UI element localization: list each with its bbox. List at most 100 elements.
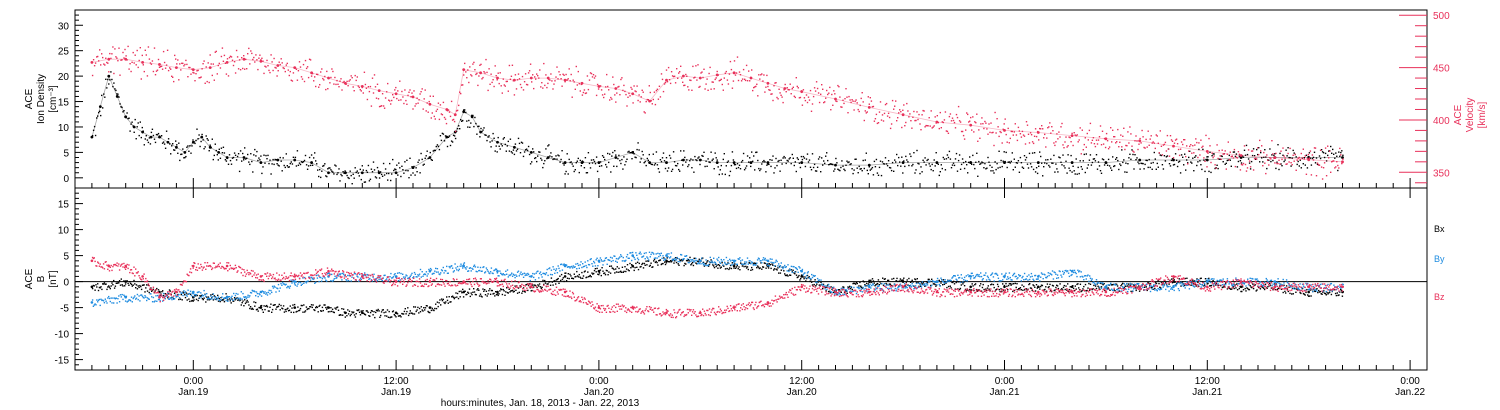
data-point [833,90,835,92]
data-point [296,285,298,287]
data-point [290,279,292,281]
data-point [635,156,637,159]
data-point [802,155,805,158]
data-point [536,286,538,289]
data-point [1027,167,1030,169]
data-point [326,175,328,178]
data-point [596,267,598,270]
data-point [843,102,845,105]
data-point [332,311,335,313]
data-point [676,68,678,70]
data-point [190,294,193,297]
data-point [358,311,361,313]
data-point [1074,285,1076,287]
data-point [654,162,657,165]
data-point [1104,289,1106,292]
data-point [190,152,192,154]
data-point [912,116,914,118]
data-point [160,65,163,67]
data-marker [749,161,753,164]
data-point [1286,155,1288,157]
data-point [782,101,784,104]
data-point [157,294,159,297]
data-point [469,267,471,269]
data-point [520,271,522,273]
data-point [1290,162,1292,164]
data-point [367,86,370,88]
data-point [131,285,133,287]
data-point [1302,292,1305,295]
data-point [155,295,157,297]
data-point [963,285,966,287]
data-point [1102,284,1104,286]
data-point [303,304,305,306]
data-point [1161,164,1164,166]
data-marker [597,85,601,88]
data-point [1176,165,1179,168]
data-point [693,257,695,260]
data-point [304,311,306,313]
data-point [330,307,332,309]
data-point [765,267,767,269]
data-point [305,164,308,166]
data-point [616,92,618,94]
data-point [571,277,574,279]
data-point [280,160,282,162]
data-point [1006,141,1008,143]
data-marker [513,145,516,149]
data-point [1065,285,1067,287]
data-point [309,306,311,308]
data-point [681,159,683,161]
data-point [130,123,132,125]
data-point [719,79,721,81]
data-point [1154,287,1156,290]
data-point [1221,149,1223,151]
data-point [167,138,170,140]
data-point [306,66,309,68]
data-point [124,283,127,285]
data-point [512,273,515,275]
data-point [451,295,454,297]
data-point [625,160,627,163]
data-point [930,284,932,287]
data-point [447,272,449,274]
data-point [1060,126,1062,128]
data-point [582,161,585,163]
data-point [261,309,264,311]
data-point [192,293,194,295]
data-point [968,161,970,164]
data-point [562,277,564,279]
data-point [1019,287,1022,289]
data-point [719,169,721,171]
data-point [773,269,775,271]
data-point [910,155,912,158]
data-point [322,165,324,167]
data-marker [462,290,466,294]
data-point [599,85,602,87]
data-point [1018,130,1021,132]
data-point [973,289,975,292]
data-point [1328,150,1330,152]
data-point [600,274,602,277]
data-point [875,158,878,161]
data-point [558,282,560,284]
data-point [390,316,392,318]
data-point [442,133,445,135]
data-point [114,285,117,287]
data-point [901,156,903,158]
data-point [919,123,921,125]
data-point [293,303,296,306]
data-point [167,292,169,294]
data-point [1108,165,1111,167]
data-point [192,71,194,74]
data-point [599,269,602,271]
data-point [921,114,923,116]
data-point [113,287,116,289]
data-point [847,112,849,114]
data-point [981,117,983,119]
data-point [298,162,301,164]
data-point [721,262,723,264]
data-point [441,132,444,135]
data-point [219,157,222,159]
data-point [246,157,248,159]
